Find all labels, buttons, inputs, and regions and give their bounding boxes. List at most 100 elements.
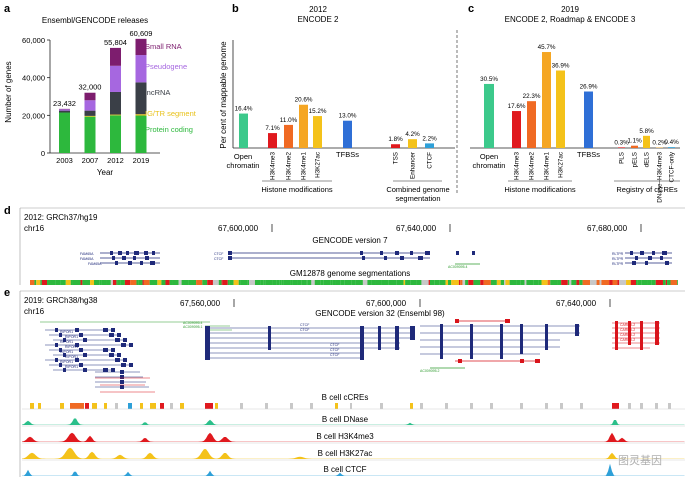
ccre-mark <box>215 403 218 409</box>
segment <box>138 280 143 285</box>
bar <box>408 139 417 148</box>
segment <box>647 280 652 285</box>
panel-b-bars: 16.4% 7.1% H3K4me3 11.0% H3K4me2 20.6% H3K4me1… <box>227 97 438 180</box>
segment <box>421 280 429 285</box>
bar <box>631 145 638 148</box>
segment <box>82 280 91 285</box>
panel-a-y-ticks: 0 20,000 40,000 60,000 <box>22 36 50 158</box>
segment <box>465 280 469 285</box>
segment <box>221 280 223 285</box>
panel-b-subtitle: ENCODE 2 <box>298 15 339 24</box>
segment <box>80 280 83 285</box>
segment <box>202 280 208 285</box>
segment <box>30 280 35 285</box>
ripor1-exon <box>115 358 120 362</box>
segment <box>344 280 352 285</box>
bar <box>542 52 551 148</box>
bar <box>299 104 308 148</box>
segment <box>367 280 372 285</box>
ripor1-exon <box>75 358 79 362</box>
segment <box>142 280 144 285</box>
segment <box>161 280 166 285</box>
panel-a-title: Ensembl/GENCODE releases <box>42 16 148 25</box>
ripor1-exon <box>115 338 120 342</box>
segment <box>630 280 636 285</box>
panel-e: e 2019: GRCh38/hg38 chr16 67,560,000 67,… <box>4 287 685 477</box>
segment <box>569 280 572 285</box>
category-label-open: Open <box>480 152 498 161</box>
panel-e-coord-3: 67,640,000 <box>556 299 597 308</box>
gene-carmil2 <box>612 322 660 349</box>
ccre-mark <box>410 403 413 409</box>
value-label: 36.9% <box>552 63 570 70</box>
segment <box>651 280 656 285</box>
segment <box>571 280 577 285</box>
segment <box>222 280 228 285</box>
segment <box>172 280 179 285</box>
x-tick-label: 2012 <box>107 156 124 165</box>
segment <box>264 280 266 285</box>
panel-c-title: 2019 <box>561 5 579 14</box>
track-label-dnase: B cell DNase <box>322 415 369 424</box>
ccre-mark <box>170 403 173 409</box>
segment <box>212 280 219 285</box>
segment <box>40 280 42 285</box>
y-tick-label: 0 <box>41 149 45 158</box>
ccre-mark <box>612 403 619 409</box>
segment <box>301 280 307 285</box>
ccre-mark <box>180 403 184 409</box>
ccre-mark <box>290 403 293 409</box>
bar-segment <box>84 115 96 117</box>
category-label: PLS <box>619 152 626 164</box>
track-separators <box>22 408 685 461</box>
value-label: 0.4% <box>664 139 679 146</box>
ccre-mark <box>655 403 658 409</box>
segment <box>106 280 111 285</box>
segment <box>229 280 234 285</box>
value-label: 1.8% <box>388 136 403 143</box>
gene-label-carmil2-2: CARMIL2 <box>620 328 635 332</box>
segment <box>335 280 341 285</box>
gene-label-fam65a-3: FAM65A <box>88 262 102 266</box>
panel-a-x-ticks: 2003 2007 2012 2019 <box>56 156 149 165</box>
gene-label-ctcf-e-3: CTCF <box>330 343 339 347</box>
value-label: 17.6% <box>508 103 526 110</box>
segment <box>557 280 562 285</box>
value-label: 45.7% <box>538 44 556 51</box>
value-label: 5.8% <box>639 128 654 135</box>
ripor1-exon <box>103 348 108 352</box>
segment <box>110 280 113 285</box>
segment <box>120 280 125 285</box>
ripor1-label: RIPOR1 <box>65 345 78 349</box>
ccre-mark <box>580 403 583 409</box>
value-label: 20.6% <box>295 97 313 104</box>
segment <box>601 280 610 285</box>
panel-d-segmentation-label: GM12878 genome segmentations <box>290 269 411 278</box>
panel-b-letter: b <box>232 3 239 15</box>
bar-segment <box>59 112 70 153</box>
gene-middle-red-exons <box>455 319 540 363</box>
ccre-mark <box>545 403 548 409</box>
ccre-mark <box>128 403 132 409</box>
segment <box>410 280 417 285</box>
category-label: TFBSs <box>577 150 600 159</box>
bar-segment <box>135 38 147 56</box>
bar-segment <box>59 109 70 111</box>
track-h3k27ac <box>22 447 685 459</box>
legend-entry: Pseudogene <box>145 62 187 71</box>
ccre-mark <box>92 403 97 409</box>
segment <box>279 280 282 285</box>
ripor1-label: RIPOR1 <box>60 330 73 334</box>
segment <box>283 280 291 285</box>
category-label: CTCF-only <box>669 151 676 182</box>
ripor1-exon <box>103 328 108 332</box>
segment <box>72 280 81 285</box>
segment <box>626 280 631 285</box>
segment <box>263 280 265 285</box>
value-label: 2.2% <box>422 135 437 142</box>
segment <box>473 280 481 285</box>
segment <box>667 280 671 285</box>
gene-label-rltpr-2: RLTPR <box>612 257 624 261</box>
segment <box>396 280 404 285</box>
segment <box>55 280 61 285</box>
